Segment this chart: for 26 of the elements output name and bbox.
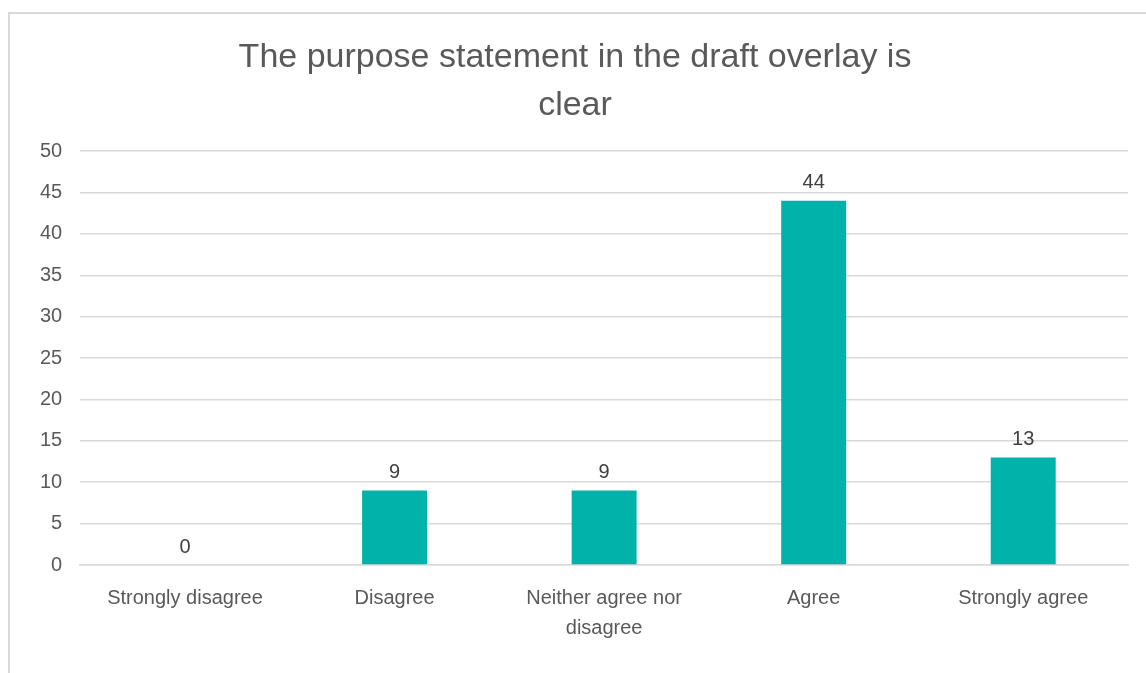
y-tick-label: 45: [40, 180, 63, 203]
data-label: 44: [802, 170, 825, 193]
bar: [990, 457, 1056, 565]
data-label: 9: [598, 460, 610, 483]
y-tick-label: 35: [40, 262, 63, 285]
y-tick-label: 0: [51, 552, 63, 575]
y-tick-label: 25: [40, 345, 63, 368]
y-tick-label: 20: [40, 387, 63, 409]
data-label: 13: [1012, 426, 1035, 449]
bar: [362, 490, 428, 565]
y-tick-label: 10: [40, 469, 63, 492]
y-tick-label: 40: [40, 221, 63, 244]
x-tick-label: Disagree: [354, 585, 435, 608]
data-label: 0: [179, 534, 191, 557]
x-tick-label: Neither agree nor disagree: [526, 585, 683, 638]
bar: [781, 200, 847, 565]
chart-title: The purpose statement in the draft overlay is clear: [238, 36, 912, 122]
data-label: 9: [389, 460, 401, 483]
x-tick-label: Agree: [786, 585, 841, 608]
bar: [571, 490, 637, 565]
x-tick-label: Strongly disagree: [107, 585, 263, 608]
y-tick-label: 5: [51, 511, 63, 534]
y-tick-label: 30: [40, 304, 63, 327]
y-tick-label: 15: [40, 428, 63, 451]
x-tick-label: Strongly agree: [958, 585, 1089, 608]
y-tick-label: 50: [40, 138, 63, 161]
